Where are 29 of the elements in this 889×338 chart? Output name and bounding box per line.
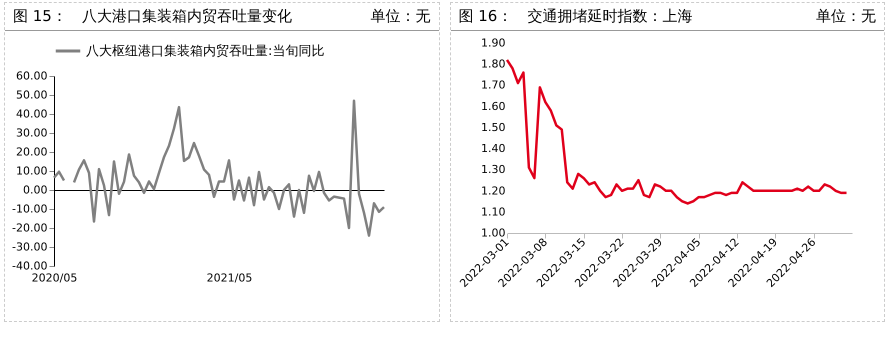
y-tick-label: -40.00 [12,260,48,272]
chart-title: 图 15： 八大港口集装箱内贸吞吐量变化 [13,7,292,26]
x-tick-label: 2020/05 [32,272,78,284]
legend-label: 八大枢纽港口集装箱内贸吞吐量:当旬同比 [86,44,324,59]
y-tick-label: 30.00 [16,126,48,140]
y-tick-label: 10.00 [16,164,48,178]
y-tick-label: 20.00 [16,146,48,158]
y-tick-label: -20.00 [12,222,48,234]
y-tick-label: 60.00 [16,70,48,82]
y-tick-label: 1.80 [480,58,505,71]
x-tick-label: 2021/05 [206,272,252,284]
y-tick-label: 1.20 [480,184,505,198]
y-tick-label: 0.00 [23,184,48,196]
chart-title: 图 16： 交通拥堵延时指数：上海 [458,7,692,26]
y-tick-label: 1.60 [480,100,505,113]
y-tick-label: 1.50 [480,120,505,134]
text: 单位：无 [370,7,430,26]
y-tick-label: 1.10 [480,205,505,218]
y-tick-label: 1.30 [480,163,505,176]
text: 单位：无 [816,7,876,26]
y-tick-label: 50.00 [16,88,48,102]
line-series [505,58,848,205]
y-tick-label: -10.00 [12,202,48,216]
y-tick-label: -30.00 [12,240,48,254]
y-tick-label: 1.40 [480,142,505,156]
y-tick-label: 1.70 [480,78,505,92]
y-tick-label: 40.00 [16,108,48,120]
y-tick-label: 1.00 [480,226,505,240]
y-tick-label: 1.90 [480,36,505,50]
